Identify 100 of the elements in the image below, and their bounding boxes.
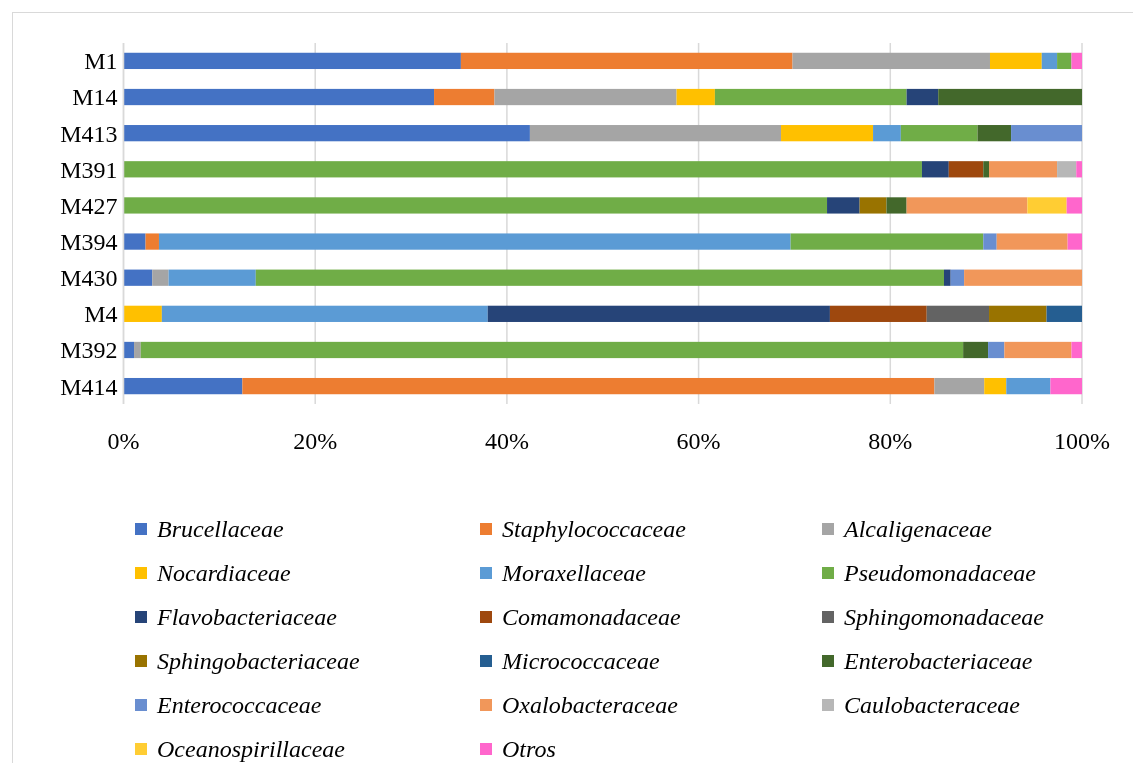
bar [1041, 52, 1058, 70]
y-tick-label: M394 [60, 228, 118, 255]
bar [873, 125, 901, 142]
bar [1046, 305, 1082, 322]
legend-label: Enterococcaceae [156, 692, 322, 719]
legend-label: Moraxellaceae [501, 560, 647, 587]
legend-label: Pseudomonadaceae [843, 560, 1037, 587]
bar [123, 269, 153, 286]
bar [123, 377, 243, 395]
bar [906, 197, 1028, 214]
y-tick-label: M391 [60, 156, 118, 183]
bar [1076, 161, 1082, 178]
bar [938, 88, 1082, 106]
y-tick-label: M427 [60, 192, 118, 219]
bar [434, 88, 495, 106]
bar [161, 305, 488, 322]
bar [934, 377, 985, 395]
bar [1050, 377, 1082, 395]
legend-label: Oceanospirillaceae [157, 736, 346, 763]
bar [242, 377, 935, 395]
bar [1004, 341, 1072, 359]
y-tick-label: M430 [60, 265, 118, 292]
bar [1027, 197, 1067, 214]
bar [123, 197, 828, 214]
bar [152, 269, 169, 286]
bar [676, 88, 715, 106]
bar [1071, 341, 1082, 359]
bar [123, 125, 530, 142]
y-tick-label: M1 [84, 48, 118, 75]
bar [460, 52, 793, 70]
bar [714, 88, 907, 106]
bar [123, 233, 146, 250]
bar [989, 161, 1058, 178]
legend-label: Caulobacteraceae [844, 692, 1021, 719]
x-tick-label: 40% [484, 428, 529, 454]
legend-label: Comamonadaceae [502, 604, 681, 631]
bar [168, 269, 256, 286]
bar [984, 377, 1007, 395]
bar [921, 161, 949, 178]
bar [781, 125, 874, 142]
bar [123, 305, 162, 322]
legend-label: Micrococcaceae [501, 648, 661, 675]
x-tick-label: 0% [107, 428, 140, 454]
x-tick-label: 100% [1054, 428, 1110, 454]
y-tick-label: M392 [60, 337, 118, 364]
bar [487, 305, 830, 322]
y-tick-label: M413 [60, 120, 118, 147]
legend-label: Nocardiaceae [156, 560, 292, 587]
bar [829, 305, 927, 322]
bar [134, 341, 141, 359]
y-tick-label: M4 [84, 301, 118, 328]
bar [827, 197, 860, 214]
legend-label: Otros [502, 736, 556, 763]
bar [1011, 125, 1082, 142]
bar [989, 305, 1047, 322]
bar [123, 52, 461, 70]
bar [950, 269, 965, 286]
bar [123, 341, 135, 359]
bar [1067, 233, 1082, 250]
bar [906, 88, 939, 106]
bar [123, 161, 922, 178]
bar [123, 88, 435, 106]
legend-label: Flavobacteriaceae [156, 604, 338, 631]
y-tick-label: M414 [60, 373, 118, 400]
bar [140, 341, 964, 359]
bar [983, 161, 990, 178]
bar [1066, 197, 1082, 214]
bar [494, 88, 677, 106]
bar [988, 341, 1005, 359]
bar [792, 52, 990, 70]
bar [963, 341, 989, 359]
bar [886, 197, 907, 214]
bar [145, 233, 159, 250]
bar [983, 233, 997, 250]
bar [926, 305, 990, 322]
bar [943, 269, 951, 286]
legend-label: Brucellaceae [157, 516, 284, 543]
bar [977, 125, 1012, 142]
x-tick-label: 80% [868, 428, 913, 454]
bar [900, 125, 978, 142]
bar [1057, 52, 1072, 70]
x-tick-label: 20% [293, 428, 338, 454]
bar [996, 233, 1068, 250]
bar [529, 125, 782, 142]
x-tick-label: 60% [676, 428, 721, 454]
bar [255, 269, 944, 286]
bar [1006, 377, 1051, 395]
bar [790, 233, 984, 250]
legend-label: Sphingobacteriaceae [157, 648, 360, 675]
y-tick-label: M14 [72, 84, 118, 111]
bar [1071, 52, 1082, 70]
legend-label: Staphylococcaceae [502, 516, 687, 543]
bar [989, 52, 1042, 70]
legend-label: Sphingomonadaceae [844, 604, 1045, 631]
bar [964, 269, 1082, 286]
legend-label: Enterobacteriaceae [843, 648, 1033, 675]
bar [158, 233, 791, 250]
bar [1057, 161, 1077, 178]
legend-label: Oxalobacteraceae [502, 692, 679, 719]
legend-label: Alcaligenaceae [842, 516, 993, 543]
